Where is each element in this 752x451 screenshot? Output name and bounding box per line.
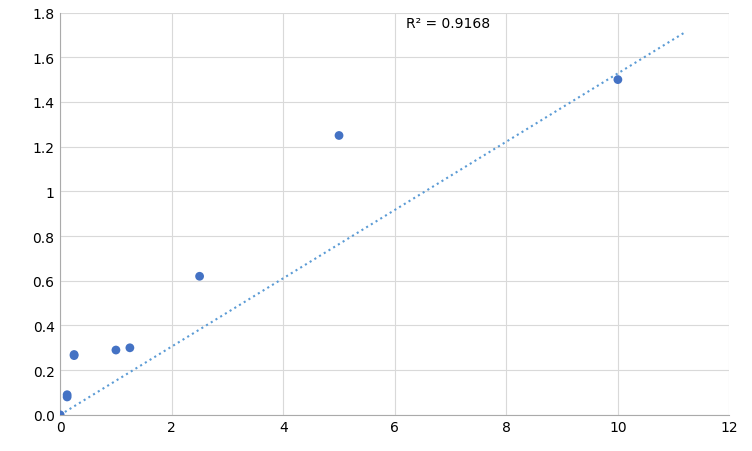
Point xyxy=(54,411,66,419)
Point xyxy=(612,77,624,84)
Point xyxy=(193,273,205,280)
Point xyxy=(124,345,136,352)
Point xyxy=(333,133,345,140)
Point xyxy=(61,393,73,400)
Point xyxy=(68,352,80,359)
Point xyxy=(68,351,80,358)
Point xyxy=(110,347,122,354)
Text: R² = 0.9168: R² = 0.9168 xyxy=(406,18,490,32)
Point xyxy=(61,391,73,399)
